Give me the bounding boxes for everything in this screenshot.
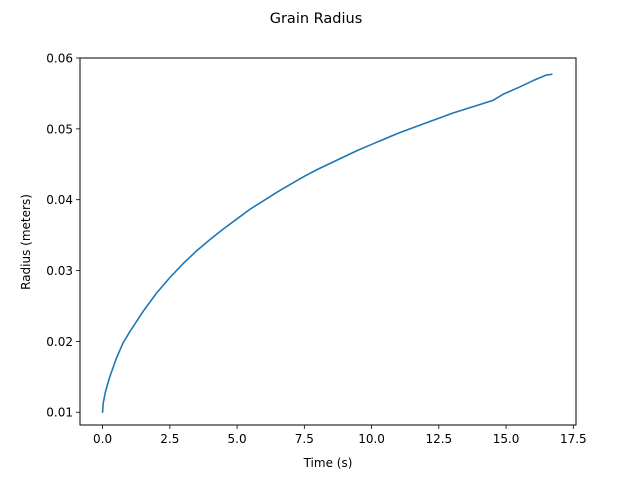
x-tick-label: 7.5 xyxy=(295,432,314,446)
x-tick-label: 12.5 xyxy=(425,432,452,446)
y-tick-label: 0.01 xyxy=(46,406,73,420)
y-tick-label: 0.02 xyxy=(46,335,73,349)
x-tick-label: 15.0 xyxy=(493,432,520,446)
y-tick-label: 0.06 xyxy=(46,52,73,66)
x-tick-label: 5.0 xyxy=(228,432,247,446)
chart-title: Grain Radius xyxy=(270,11,363,27)
plot-area xyxy=(80,58,576,425)
y-tick-label: 0.05 xyxy=(46,122,73,136)
axes-frame xyxy=(80,58,576,425)
x-tick-label: 2.5 xyxy=(160,432,179,446)
x-axis-label: Time (s) xyxy=(303,456,353,470)
x-tick-label: 17.5 xyxy=(560,432,587,446)
y-tick-label: 0.03 xyxy=(46,264,73,278)
y-axis-label: Radius (meters) xyxy=(19,194,33,290)
y-tick-label: 0.04 xyxy=(46,193,73,207)
x-tick-label: 0.0 xyxy=(93,432,112,446)
x-tick-label: 10.0 xyxy=(358,432,385,446)
